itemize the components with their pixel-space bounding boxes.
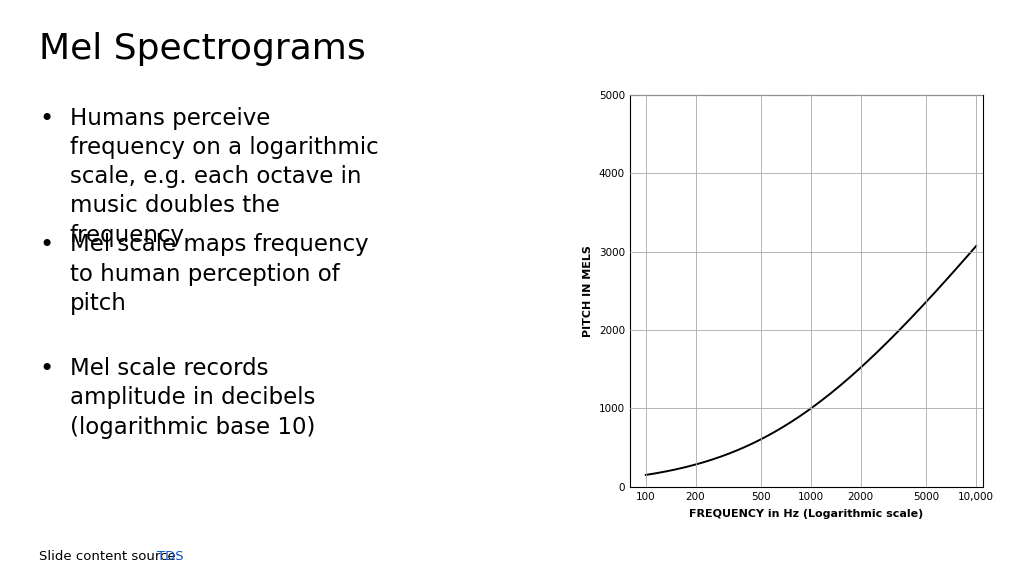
Text: Mel Spectrograms: Mel Spectrograms [39,32,366,66]
Text: Mel scale maps frequency
to human perception of
pitch: Mel scale maps frequency to human percep… [70,233,369,315]
Text: Humans perceive
frequency on a logarithmic
scale, e.g. each octave in
music doub: Humans perceive frequency on a logarithm… [70,107,378,247]
Text: Mel scale records
amplitude in decibels
(logarithmic base 10): Mel scale records amplitude in decibels … [70,357,315,439]
Text: Slide content source:: Slide content source: [39,550,184,563]
Text: •: • [39,233,53,257]
X-axis label: FREQUENCY in Hz (Logarithmic scale): FREQUENCY in Hz (Logarithmic scale) [689,509,924,518]
Y-axis label: PITCH IN MELS: PITCH IN MELS [584,245,593,337]
Text: •: • [39,357,53,381]
Text: •: • [39,107,53,131]
Text: TDS: TDS [158,550,184,563]
